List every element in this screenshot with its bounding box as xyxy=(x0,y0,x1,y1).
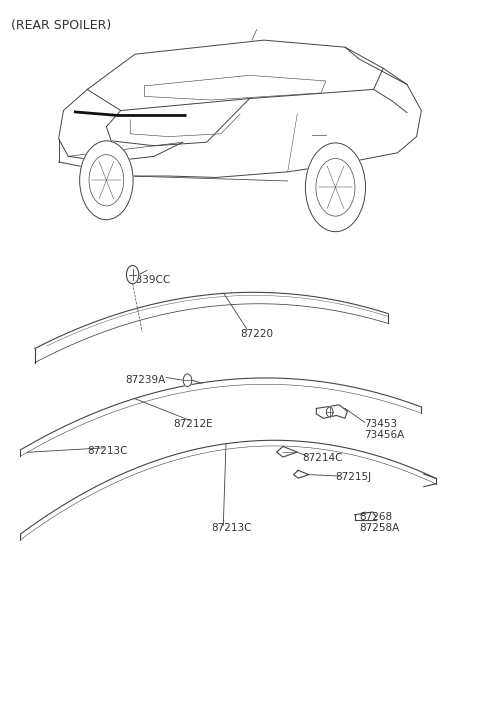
Circle shape xyxy=(305,143,365,232)
Text: (REAR SPOILER): (REAR SPOILER) xyxy=(11,19,111,32)
Circle shape xyxy=(80,141,133,220)
Text: 73453: 73453 xyxy=(364,419,397,429)
Circle shape xyxy=(183,374,192,387)
Text: 87258A: 87258A xyxy=(360,523,399,533)
Circle shape xyxy=(326,407,333,417)
Text: 87214C: 87214C xyxy=(302,452,343,462)
Text: 87215J: 87215J xyxy=(336,472,372,482)
Text: 87268: 87268 xyxy=(360,512,393,522)
Circle shape xyxy=(126,265,139,284)
Text: 87213C: 87213C xyxy=(87,445,128,456)
Text: 1339CC: 1339CC xyxy=(130,274,171,284)
Text: 87220: 87220 xyxy=(240,329,273,339)
Text: 87239A: 87239A xyxy=(125,375,166,385)
Text: 73456A: 73456A xyxy=(364,430,404,440)
Text: 87212E: 87212E xyxy=(173,419,213,429)
Text: 87213C: 87213C xyxy=(211,523,252,533)
